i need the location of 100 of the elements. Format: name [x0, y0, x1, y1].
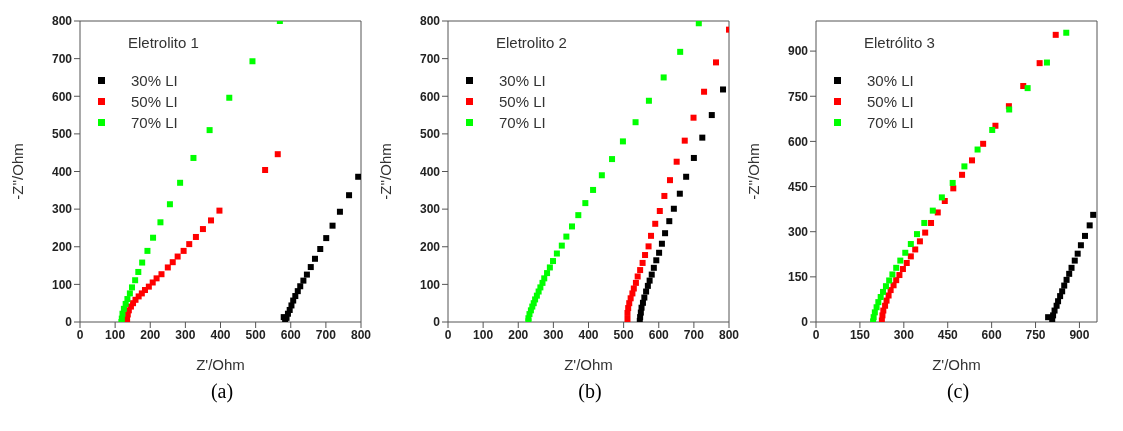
point: [598, 172, 605, 179]
x-tick-label: 0: [444, 327, 452, 342]
point: [645, 243, 652, 250]
point: [949, 179, 956, 186]
point: [186, 241, 193, 248]
point: [690, 154, 697, 161]
point: [262, 167, 269, 173]
point: [681, 137, 688, 144]
point: [303, 271, 310, 278]
point: [294, 288, 301, 295]
point: [887, 287, 894, 294]
point: [1063, 29, 1070, 36]
text: Eletrolito 2: [496, 34, 567, 51]
point: [959, 171, 966, 178]
point: [355, 173, 361, 180]
point: [558, 242, 565, 249]
point: [969, 157, 976, 164]
point: [658, 240, 665, 247]
point: [311, 255, 318, 262]
point: [1071, 257, 1078, 264]
point: [150, 234, 157, 241]
y-tick-label: 400: [51, 164, 73, 179]
point: [544, 270, 551, 277]
x-tick-label: 0: [76, 327, 84, 342]
point: [164, 264, 171, 271]
point: [1074, 250, 1081, 257]
x-tick-label: 700: [683, 327, 705, 342]
point: [713, 59, 719, 66]
point: [961, 163, 968, 170]
point: [921, 219, 928, 226]
text: (a): [209, 380, 235, 403]
point: [662, 230, 669, 237]
y-tick-label: 200: [419, 240, 441, 255]
point: [907, 253, 914, 260]
text: Eletrolito 1: [128, 34, 199, 51]
legend-label: 70% LI: [131, 113, 178, 133]
point: [989, 126, 996, 133]
x-tick-label: 100: [105, 327, 126, 342]
point: [656, 208, 663, 215]
point: [1045, 314, 1052, 321]
point: [902, 249, 909, 256]
point: [166, 201, 173, 208]
point: [1068, 264, 1075, 271]
y-tick-label: 300: [51, 202, 73, 217]
y-tick-label: 500: [419, 127, 441, 142]
point: [317, 246, 324, 253]
y-axis-title: -Z''/Ohm: [9, 143, 27, 200]
x-tick-label: 600: [981, 327, 1002, 342]
point: [1066, 270, 1073, 277]
x-axis-title: Z'/Ohm: [196, 356, 245, 373]
point: [590, 186, 597, 193]
point: [180, 247, 187, 254]
point: [300, 277, 307, 284]
y-tick-label: 200: [51, 240, 73, 255]
point: [695, 21, 702, 27]
point: [720, 86, 727, 93]
point: [907, 241, 914, 248]
x-tick-label: 300: [893, 327, 915, 342]
point: [1043, 59, 1050, 66]
point: [177, 179, 184, 186]
point: [274, 151, 281, 158]
point: [701, 88, 708, 95]
point: [877, 294, 884, 301]
point: [637, 267, 644, 274]
point: [648, 271, 655, 278]
point: [174, 253, 181, 260]
x-tick-label: 300: [543, 327, 564, 342]
point: [157, 219, 164, 226]
x-tick-label: 200: [140, 327, 161, 342]
point: [632, 119, 639, 126]
y-tick-label: 800: [419, 14, 441, 29]
point: [199, 226, 206, 233]
y-axis-title: -Z''/Ohm: [377, 143, 395, 200]
point: [660, 74, 667, 81]
point: [639, 259, 646, 266]
point: [878, 317, 885, 322]
point: [634, 273, 641, 280]
y-tick-label: 300: [787, 224, 809, 239]
x-tick-label: 750: [1025, 327, 1046, 342]
point: [643, 288, 650, 295]
point: [128, 284, 135, 291]
point: [632, 279, 639, 286]
y-tick-label: 600: [419, 89, 441, 104]
legend-label: 70% LI: [499, 113, 546, 133]
point: [190, 154, 197, 161]
point: [645, 97, 652, 104]
y-tick-label: 100: [419, 277, 441, 292]
point: [249, 58, 256, 65]
y-tick-label: 900: [787, 44, 809, 59]
point: [897, 257, 904, 264]
point: [690, 114, 697, 121]
y-tick-label: 600: [787, 134, 809, 149]
point: [624, 315, 631, 322]
point: [1063, 276, 1070, 283]
point: [652, 220, 659, 227]
x-axis-title: Z'/Ohm: [564, 356, 613, 373]
point: [1086, 222, 1093, 229]
point: [916, 238, 923, 245]
point: [974, 146, 981, 153]
x-tick-label: 900: [1069, 327, 1090, 342]
